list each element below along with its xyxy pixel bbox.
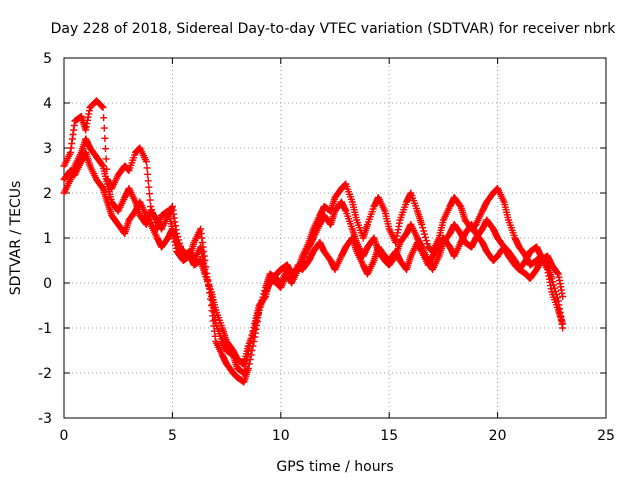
data-point-interp (143, 164, 151, 172)
y-tick-label: 5 (43, 51, 52, 67)
y-tick-label: -3 (38, 411, 52, 427)
y-axis-label: SDTVAR / TECUs (8, 181, 24, 296)
data-point-interp (259, 293, 267, 301)
data-point-interp (551, 284, 559, 292)
data-point (548, 275, 556, 282)
data-point-interp (456, 201, 464, 209)
x-tick-label: 5 (168, 428, 177, 444)
y-tick-label: -1 (38, 321, 52, 337)
data-point-interp (549, 278, 557, 286)
data-point-interp (422, 237, 430, 245)
data-point-interp (552, 291, 560, 299)
data-point-interp (420, 227, 428, 235)
data-point-interp (257, 300, 265, 308)
data-point-interp (247, 351, 255, 359)
data-point-interp (552, 287, 560, 295)
data-point (559, 293, 567, 300)
data-point-interp (419, 224, 427, 232)
data-point-interp (421, 233, 429, 241)
data-point-interp (100, 114, 108, 122)
y-tick-label: -2 (38, 366, 52, 382)
data-point-interp (102, 145, 110, 153)
series-2 (60, 149, 567, 368)
data-point-interp (98, 161, 106, 169)
data-point-interp (543, 260, 551, 268)
x-axis: 0 5 10 15 20 25 (60, 58, 615, 444)
plot-area (60, 97, 567, 386)
data-point-interp (102, 155, 110, 163)
data-point (142, 158, 150, 165)
data-point-interp (144, 177, 152, 185)
data-point-interp (98, 103, 106, 111)
data-point (99, 104, 107, 111)
x-tick-label: 20 (489, 428, 507, 444)
y-tick-label: 2 (43, 186, 52, 202)
data-point-interp (260, 290, 268, 298)
x-tick-label: 15 (380, 428, 398, 444)
data-point-interp (145, 183, 153, 191)
x-tick-label: 25 (597, 428, 615, 444)
data-point-interp (261, 287, 269, 295)
data-point (559, 324, 567, 332)
data-point-interp (423, 240, 431, 248)
data-point-interp (146, 196, 154, 204)
x-axis-label: GPS time / hours (276, 459, 393, 475)
data-point-interp (145, 190, 153, 198)
chart-title: Day 228 of 2018, Sidereal Day-to-day VTE… (51, 21, 617, 37)
data-point-interp (421, 230, 429, 238)
y-tick-label: 0 (43, 276, 52, 292)
data-point-interp (550, 281, 558, 289)
y-tick-label: 3 (43, 141, 52, 157)
y-tick-label: 4 (43, 96, 52, 112)
data-point (418, 221, 426, 228)
x-tick-label: 10 (272, 428, 290, 444)
data-point-interp (98, 183, 106, 191)
data-point-interp (256, 303, 264, 311)
data-point-interp (553, 269, 561, 277)
data-point-interp (258, 296, 266, 304)
data-point-interp (553, 294, 561, 302)
grid-lines (64, 58, 606, 418)
data-point-interp (100, 124, 108, 132)
x-tick-label: 0 (60, 428, 69, 444)
data-point-interp (144, 170, 152, 178)
data-point-interp (101, 134, 109, 142)
data-point (255, 306, 263, 314)
y-axis: -3 -2 -1 0 1 2 3 4 5 (38, 51, 606, 427)
y-tick-label: 1 (43, 231, 52, 247)
